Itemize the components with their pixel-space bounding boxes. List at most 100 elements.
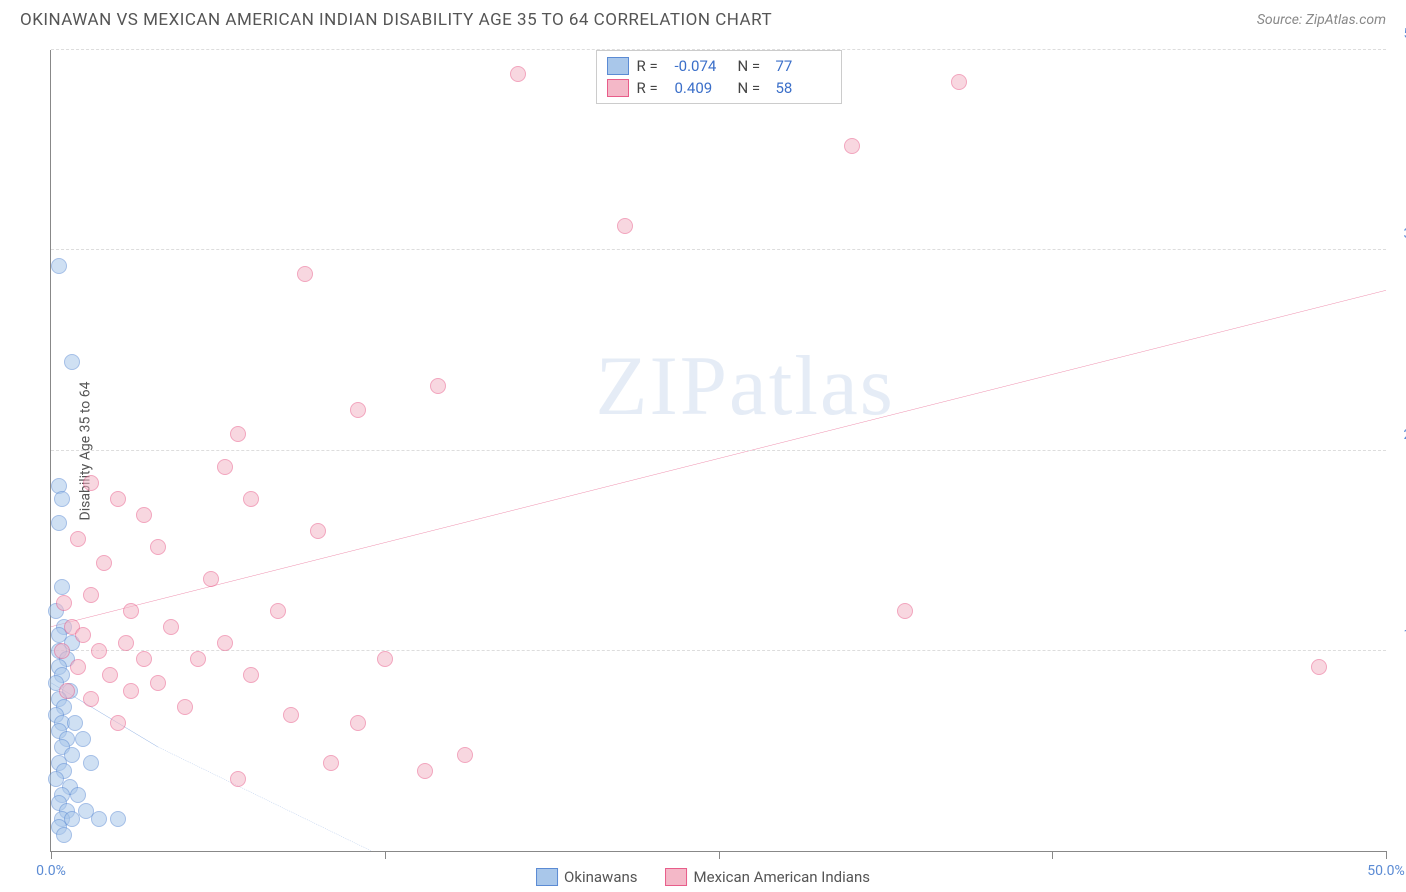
data-point <box>110 811 126 827</box>
x-tick <box>51 851 52 859</box>
legend-swatch <box>536 868 558 886</box>
data-point <box>350 402 366 418</box>
data-point <box>844 138 860 154</box>
data-point <box>230 426 246 442</box>
data-point <box>150 539 166 555</box>
n-label: N = <box>738 79 768 97</box>
data-point <box>350 715 366 731</box>
r-label: R = <box>637 57 667 75</box>
legend-swatch <box>666 868 688 886</box>
data-point <box>310 523 326 539</box>
data-point <box>377 651 393 667</box>
gridline <box>51 249 1386 250</box>
data-point <box>110 491 126 507</box>
trend-line-dashed <box>158 747 372 851</box>
scatter-chart: Disability Age 35 to 64 ZIPatlas R = -0.0… <box>50 50 1386 852</box>
data-point <box>177 699 193 715</box>
data-point <box>163 619 179 635</box>
gridline <box>51 450 1386 451</box>
n-label: N = <box>738 57 768 75</box>
data-point <box>217 459 233 475</box>
data-point <box>83 755 99 771</box>
data-point <box>64 354 80 370</box>
n-value: 77 <box>776 57 831 75</box>
data-point <box>102 667 118 683</box>
data-point <box>75 627 91 643</box>
data-point <box>617 218 633 234</box>
data-point <box>51 515 67 531</box>
data-point <box>951 74 967 90</box>
data-point <box>270 603 286 619</box>
data-point <box>417 763 433 779</box>
x-tick-label: 50.0% <box>1367 863 1405 879</box>
data-point <box>51 258 67 274</box>
stats-box: R = -0.074 N = 77 R = 0.409 N = 58 <box>596 50 842 104</box>
r-label: R = <box>637 79 667 97</box>
stats-row: R = 0.409 N = 58 <box>607 77 831 99</box>
trendlines <box>51 50 1386 851</box>
data-point <box>67 715 83 731</box>
data-point <box>150 675 166 691</box>
data-point <box>118 635 134 651</box>
legend-item: Mexican American Indians <box>666 868 870 886</box>
chart-title: OKINAWAN VS MEXICAN AMERICAN INDIAN DISA… <box>20 10 772 30</box>
data-point <box>323 755 339 771</box>
chart-header: OKINAWAN VS MEXICAN AMERICAN INDIAN DISA… <box>0 0 1406 38</box>
data-point <box>70 787 86 803</box>
legend: Okinawans Mexican American Indians <box>536 868 870 886</box>
gridline <box>51 650 1386 651</box>
data-point <box>136 651 152 667</box>
x-tick <box>719 851 720 859</box>
data-point <box>54 579 70 595</box>
data-point <box>190 651 206 667</box>
data-point <box>136 507 152 523</box>
data-point <box>83 691 99 707</box>
series-swatch <box>607 57 629 75</box>
data-point <box>75 731 91 747</box>
data-point <box>243 491 259 507</box>
data-point <box>83 475 99 491</box>
x-tick <box>385 851 386 859</box>
watermark: ZIPatlas <box>596 337 895 435</box>
data-point <box>457 747 473 763</box>
gridline <box>51 49 1386 50</box>
x-tick-label: 0.0% <box>36 863 66 879</box>
data-point <box>56 827 72 843</box>
y-axis-label: Disability Age 35 to 64 <box>77 381 93 520</box>
data-point <box>54 643 70 659</box>
legend-label: Okinawans <box>564 868 637 886</box>
data-point <box>897 603 913 619</box>
data-point <box>123 603 139 619</box>
trend-line <box>51 290 1386 626</box>
legend-label: Mexican American Indians <box>694 868 870 886</box>
stats-row: R = -0.074 N = 77 <box>607 55 831 77</box>
data-point <box>91 643 107 659</box>
data-point <box>96 555 112 571</box>
x-tick <box>1386 851 1387 859</box>
data-point <box>510 66 526 82</box>
data-point <box>217 635 233 651</box>
data-point <box>297 266 313 282</box>
data-point <box>1311 659 1327 675</box>
data-point <box>123 683 139 699</box>
x-tick <box>1052 851 1053 859</box>
data-point <box>70 531 86 547</box>
data-point <box>56 595 72 611</box>
data-point <box>430 378 446 394</box>
data-point <box>283 707 299 723</box>
data-point <box>230 771 246 787</box>
r-value: 0.409 <box>675 79 730 97</box>
data-point <box>91 811 107 827</box>
data-point <box>243 667 259 683</box>
source-label: Source: ZipAtlas.com <box>1257 12 1386 28</box>
data-point <box>110 715 126 731</box>
data-point <box>70 659 86 675</box>
data-point <box>54 491 70 507</box>
series-swatch <box>607 79 629 97</box>
data-point <box>203 571 219 587</box>
legend-item: Okinawans <box>536 868 637 886</box>
data-point <box>83 587 99 603</box>
data-point <box>59 683 75 699</box>
n-value: 58 <box>776 79 831 97</box>
r-value: -0.074 <box>675 57 730 75</box>
